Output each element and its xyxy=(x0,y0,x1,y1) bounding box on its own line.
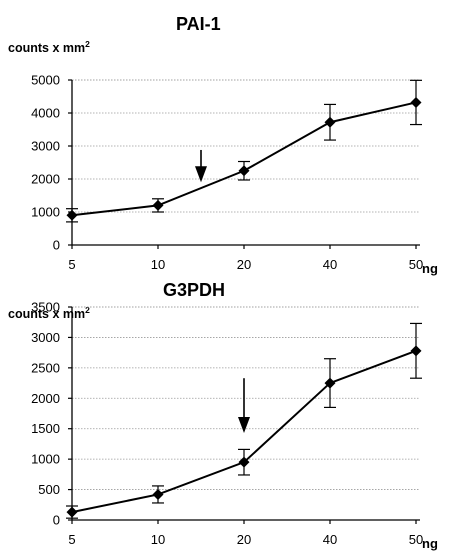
chart-title: G3PDH xyxy=(163,280,225,300)
data-point xyxy=(410,96,422,108)
y-tick-label: 3000 xyxy=(31,139,60,154)
y-tick-label: 2500 xyxy=(31,360,60,375)
y-tick-label: 1000 xyxy=(31,452,60,467)
x-tick-label: 10 xyxy=(151,532,165,547)
y-tick-label: 0 xyxy=(53,513,60,528)
data-point xyxy=(152,488,164,500)
data-point xyxy=(66,506,78,518)
data-point xyxy=(238,165,250,177)
data-point xyxy=(324,377,336,389)
arrow-head xyxy=(238,416,250,433)
x-tick-label: 5 xyxy=(68,532,75,547)
data-point xyxy=(324,116,336,128)
data-point xyxy=(66,209,78,221)
x-tick-label: 40 xyxy=(323,532,337,547)
data-point xyxy=(152,199,164,211)
y-tick-label: 3000 xyxy=(31,330,60,345)
y-tick-label: 3500 xyxy=(31,300,60,315)
x-tick-label: 10 xyxy=(151,257,165,272)
y-tick-label: 2000 xyxy=(31,391,60,406)
y-axis-label: counts x mm2 xyxy=(8,305,90,321)
data-point xyxy=(410,345,422,357)
y-tick-label: 1000 xyxy=(31,205,60,220)
x-axis-label: ng xyxy=(422,536,438,551)
data-point xyxy=(238,456,250,468)
x-tick-label: 50 xyxy=(409,532,423,547)
y-tick-label: 4000 xyxy=(31,106,60,121)
x-tick-label: 50 xyxy=(409,257,423,272)
y-tick-label: 5000 xyxy=(31,73,60,88)
series-line xyxy=(71,101,417,217)
arrow-head xyxy=(195,166,207,183)
chart-g3pdh: G3PDH counts x mm2 0 500 1000 1500 2000 2500 3… xyxy=(8,280,438,551)
y-tick-label: 500 xyxy=(38,482,60,497)
x-tick-label: 5 xyxy=(68,257,75,272)
x-axis-label: ng xyxy=(422,261,438,276)
y-tick-label: 2000 xyxy=(31,172,60,187)
chart-title: PAI-1 xyxy=(176,14,221,34)
x-tick-label: 40 xyxy=(323,257,337,272)
x-tick-label: 20 xyxy=(237,257,251,272)
y-axis-label: counts x mm2 xyxy=(8,39,90,55)
chart-pai1: PAI-1 counts x mm2 0 1000 2000 3000 4000 5000… xyxy=(8,14,438,276)
x-tick-label: 20 xyxy=(237,532,251,547)
y-tick-label: 0 xyxy=(53,238,60,253)
y-tick-label: 1500 xyxy=(31,421,60,436)
